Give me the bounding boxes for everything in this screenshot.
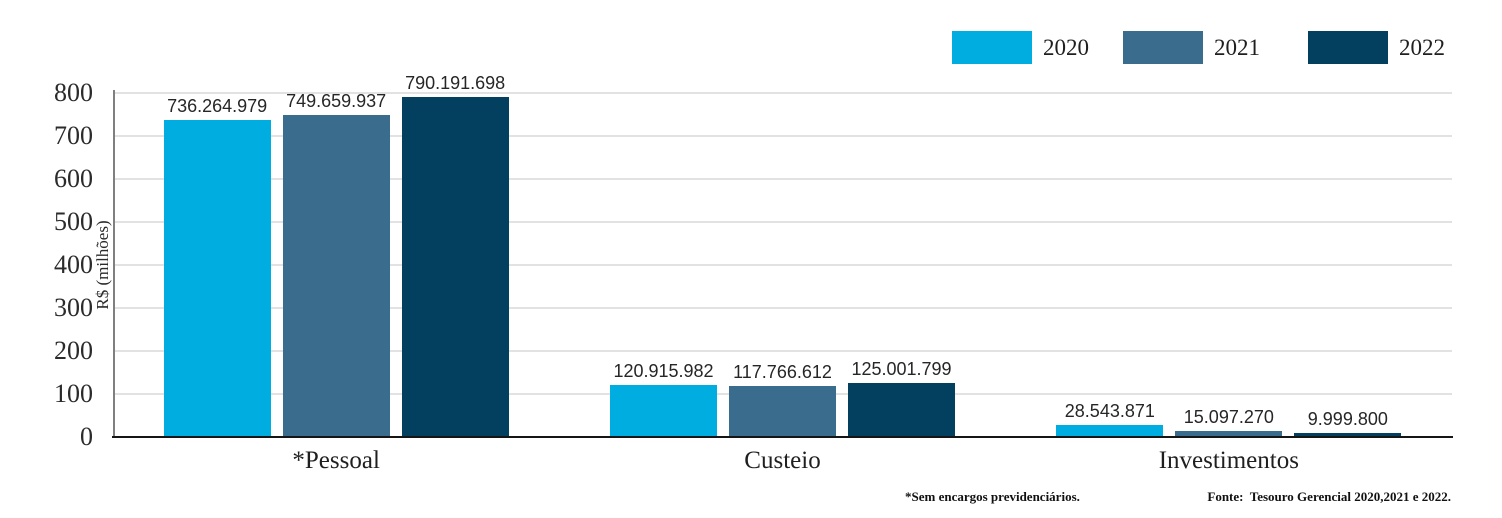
bar-value-label: 9.999.800 xyxy=(1307,408,1388,429)
bar-2021-category-3 xyxy=(1175,430,1283,437)
y-tick-label-400: 400 xyxy=(54,250,93,279)
y-tick-label-100: 100 xyxy=(54,379,93,408)
legend-swatch-2022 xyxy=(1308,31,1388,64)
gridline-700 xyxy=(113,135,1452,137)
bar-2022-category-1 xyxy=(401,97,509,437)
bar-2020-category-2 xyxy=(610,385,717,437)
bar-value-label: 15.097.270 xyxy=(1183,406,1274,427)
legend-swatch-2021 xyxy=(1123,31,1203,64)
legend-item-2020: 2020 xyxy=(952,31,1089,64)
y-tick-label-0: 0 xyxy=(80,422,93,451)
y-tick-label-200: 200 xyxy=(54,336,93,365)
legend-label: 2022 xyxy=(1399,34,1445,60)
y-tick-label-500: 500 xyxy=(54,207,93,236)
gridline-400 xyxy=(113,264,1452,266)
bar-value-label: 117.766.612 xyxy=(733,362,832,383)
category-label: Investimentos xyxy=(1158,447,1299,474)
bar-value-label: 125.001.799 xyxy=(851,359,952,380)
bar-2022-category-2 xyxy=(848,383,955,437)
gridline-200 xyxy=(113,350,1452,352)
bar-2020-category-1 xyxy=(163,120,271,437)
y-tick-label-300: 300 xyxy=(54,293,93,322)
bar-2021-category-2 xyxy=(729,386,836,437)
y-axis-line xyxy=(113,90,115,438)
legend-item-2022: 2022 xyxy=(1308,31,1445,64)
gridline-600 xyxy=(113,178,1452,180)
legend-item-2021: 2021 xyxy=(1123,31,1260,64)
x-axis-line xyxy=(112,436,1453,438)
y-axis-title: R$ (milhões) xyxy=(93,220,112,310)
bar-value-label: 749.659.937 xyxy=(286,90,387,111)
bar-2020-category-3 xyxy=(1056,424,1164,437)
bar-value-label: 736.264.979 xyxy=(167,96,268,117)
bar-value-label: 120.915.982 xyxy=(613,361,714,381)
y-tick-label-700: 700 xyxy=(54,121,93,150)
category-label: Custeio xyxy=(744,447,821,474)
bar-2022-category-3 xyxy=(1294,432,1402,437)
legend-swatch-2020 xyxy=(952,31,1032,64)
footnote-source: Fonte: Tesouro Gerencial 2020,2021 e 202… xyxy=(1207,489,1451,504)
y-tick-label-600: 600 xyxy=(54,164,93,193)
footnote-note: *Sem encargos previdenciários. xyxy=(905,489,1080,504)
gridline-300 xyxy=(113,307,1452,309)
gridline-500 xyxy=(113,221,1452,223)
gridline-800 xyxy=(113,92,1452,94)
bar-value-label: 28.543.871 xyxy=(1064,400,1155,421)
bar-2021-category-1 xyxy=(282,114,390,437)
y-tick-label-800: 800 xyxy=(54,78,93,107)
legend-label: 2021 xyxy=(1214,34,1260,60)
legend-label: 2020 xyxy=(1043,34,1089,60)
bar-value-label: 790.191.698 xyxy=(405,73,506,94)
category-label: *Pessoal xyxy=(292,447,380,474)
